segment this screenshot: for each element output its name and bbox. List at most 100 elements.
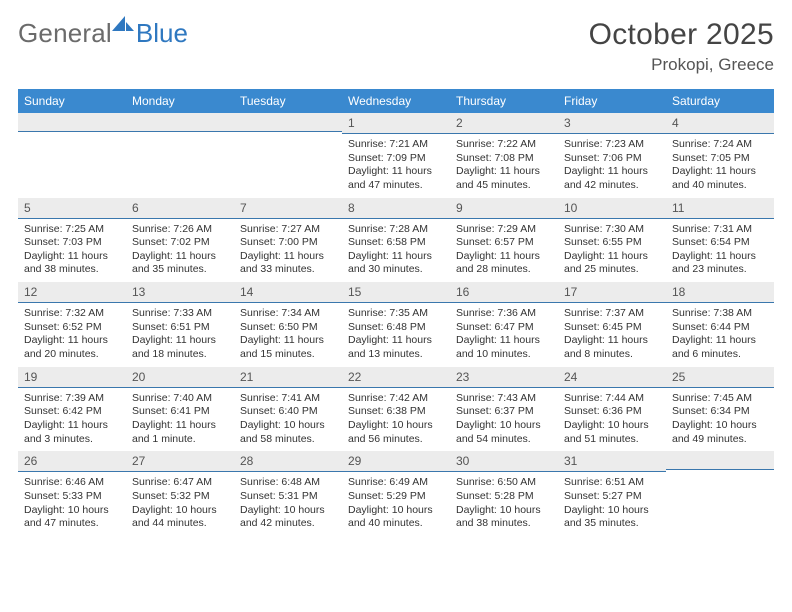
daylight-text: Daylight: 10 hours and 35 minutes. [564, 504, 660, 531]
day-number: 4 [666, 113, 774, 134]
sunset-text: Sunset: 5:29 PM [348, 490, 444, 504]
sunset-text: Sunset: 6:47 PM [456, 321, 552, 335]
calendar-cell: 18Sunrise: 7:38 AMSunset: 6:44 PMDayligh… [666, 282, 774, 367]
calendar-cell: 13Sunrise: 7:33 AMSunset: 6:51 PMDayligh… [126, 282, 234, 367]
calendar-page: General Blue October 2025 Prokopi, Greec… [0, 0, 792, 536]
day-number: 19 [18, 367, 126, 388]
day-number: 31 [558, 451, 666, 472]
sunset-text: Sunset: 6:52 PM [24, 321, 120, 335]
calendar-cell: 31Sunrise: 6:51 AMSunset: 5:27 PMDayligh… [558, 451, 666, 536]
calendar-cell: 6Sunrise: 7:26 AMSunset: 7:02 PMDaylight… [126, 198, 234, 283]
sunrise-text: Sunrise: 6:46 AM [24, 476, 120, 490]
day-details: Sunrise: 7:44 AMSunset: 6:36 PMDaylight:… [558, 388, 666, 452]
day-number: 13 [126, 282, 234, 303]
sunrise-text: Sunrise: 7:30 AM [564, 223, 660, 237]
sunset-text: Sunset: 5:27 PM [564, 490, 660, 504]
calendar-cell: 25Sunrise: 7:45 AMSunset: 6:34 PMDayligh… [666, 367, 774, 452]
day-details: Sunrise: 7:34 AMSunset: 6:50 PMDaylight:… [234, 303, 342, 367]
empty-day-number [126, 113, 234, 132]
calendar-cell: 20Sunrise: 7:40 AMSunset: 6:41 PMDayligh… [126, 367, 234, 452]
sunrise-text: Sunrise: 7:26 AM [132, 223, 228, 237]
calendar-cell: 10Sunrise: 7:30 AMSunset: 6:55 PMDayligh… [558, 198, 666, 283]
calendar-cell: 5Sunrise: 7:25 AMSunset: 7:03 PMDaylight… [18, 198, 126, 283]
sunset-text: Sunset: 6:58 PM [348, 236, 444, 250]
sunrise-text: Sunrise: 6:50 AM [456, 476, 552, 490]
day-details: Sunrise: 6:51 AMSunset: 5:27 PMDaylight:… [558, 472, 666, 536]
sunrise-text: Sunrise: 7:28 AM [348, 223, 444, 237]
day-details: Sunrise: 7:43 AMSunset: 6:37 PMDaylight:… [450, 388, 558, 452]
sunset-text: Sunset: 6:41 PM [132, 405, 228, 419]
day-details: Sunrise: 7:39 AMSunset: 6:42 PMDaylight:… [18, 388, 126, 452]
sunrise-text: Sunrise: 6:49 AM [348, 476, 444, 490]
day-details: Sunrise: 6:49 AMSunset: 5:29 PMDaylight:… [342, 472, 450, 536]
daylight-text: Daylight: 11 hours and 10 minutes. [456, 334, 552, 361]
calendar-cell: 15Sunrise: 7:35 AMSunset: 6:48 PMDayligh… [342, 282, 450, 367]
day-details: Sunrise: 7:45 AMSunset: 6:34 PMDaylight:… [666, 388, 774, 452]
calendar-cell: 2Sunrise: 7:22 AMSunset: 7:08 PMDaylight… [450, 113, 558, 198]
calendar-cell: 21Sunrise: 7:41 AMSunset: 6:40 PMDayligh… [234, 367, 342, 452]
daylight-text: Daylight: 10 hours and 40 minutes. [348, 504, 444, 531]
day-details: Sunrise: 7:28 AMSunset: 6:58 PMDaylight:… [342, 219, 450, 283]
day-number: 24 [558, 367, 666, 388]
sunset-text: Sunset: 7:06 PM [564, 152, 660, 166]
calendar-cell: 24Sunrise: 7:44 AMSunset: 6:36 PMDayligh… [558, 367, 666, 452]
day-number: 18 [666, 282, 774, 303]
sunset-text: Sunset: 6:38 PM [348, 405, 444, 419]
daylight-text: Daylight: 10 hours and 51 minutes. [564, 419, 660, 446]
daylight-text: Daylight: 11 hours and 45 minutes. [456, 165, 552, 192]
daylight-text: Daylight: 11 hours and 40 minutes. [672, 165, 768, 192]
sunrise-text: Sunrise: 7:44 AM [564, 392, 660, 406]
sunset-text: Sunset: 6:34 PM [672, 405, 768, 419]
sunrise-text: Sunrise: 7:42 AM [348, 392, 444, 406]
sunrise-text: Sunrise: 7:23 AM [564, 138, 660, 152]
day-number: 1 [342, 113, 450, 134]
sunrise-text: Sunrise: 6:48 AM [240, 476, 336, 490]
daylight-text: Daylight: 10 hours and 54 minutes. [456, 419, 552, 446]
calendar-week-row: 5Sunrise: 7:25 AMSunset: 7:03 PMDaylight… [18, 198, 774, 283]
day-number: 11 [666, 198, 774, 219]
day-number: 26 [18, 451, 126, 472]
sunset-text: Sunset: 6:42 PM [24, 405, 120, 419]
calendar-week-row: 12Sunrise: 7:32 AMSunset: 6:52 PMDayligh… [18, 282, 774, 367]
day-details: Sunrise: 7:36 AMSunset: 6:47 PMDaylight:… [450, 303, 558, 367]
logo-sail-icon [112, 15, 134, 38]
day-number: 6 [126, 198, 234, 219]
page-header: General Blue October 2025 Prokopi, Greec… [18, 18, 774, 75]
sunrise-text: Sunrise: 7:31 AM [672, 223, 768, 237]
day-details: Sunrise: 6:47 AMSunset: 5:32 PMDaylight:… [126, 472, 234, 536]
daylight-text: Daylight: 11 hours and 3 minutes. [24, 419, 120, 446]
day-details: Sunrise: 7:21 AMSunset: 7:09 PMDaylight:… [342, 134, 450, 198]
calendar-cell [18, 113, 126, 198]
sunrise-text: Sunrise: 7:38 AM [672, 307, 768, 321]
calendar-cell: 27Sunrise: 6:47 AMSunset: 5:32 PMDayligh… [126, 451, 234, 536]
day-number: 15 [342, 282, 450, 303]
day-number: 12 [18, 282, 126, 303]
day-details: Sunrise: 7:41 AMSunset: 6:40 PMDaylight:… [234, 388, 342, 452]
logo-text-general: General [18, 18, 112, 49]
day-details: Sunrise: 7:42 AMSunset: 6:38 PMDaylight:… [342, 388, 450, 452]
calendar-cell [126, 113, 234, 198]
day-details: Sunrise: 7:22 AMSunset: 7:08 PMDaylight:… [450, 134, 558, 198]
calendar-cell: 9Sunrise: 7:29 AMSunset: 6:57 PMDaylight… [450, 198, 558, 283]
day-number: 22 [342, 367, 450, 388]
day-header: Friday [558, 89, 666, 113]
day-number: 10 [558, 198, 666, 219]
daylight-text: Daylight: 10 hours and 49 minutes. [672, 419, 768, 446]
sunset-text: Sunset: 6:36 PM [564, 405, 660, 419]
sunset-text: Sunset: 7:05 PM [672, 152, 768, 166]
day-details: Sunrise: 6:46 AMSunset: 5:33 PMDaylight:… [18, 472, 126, 536]
day-details: Sunrise: 7:25 AMSunset: 7:03 PMDaylight:… [18, 219, 126, 283]
day-details: Sunrise: 7:33 AMSunset: 6:51 PMDaylight:… [126, 303, 234, 367]
sunrise-text: Sunrise: 6:51 AM [564, 476, 660, 490]
sunrise-text: Sunrise: 7:27 AM [240, 223, 336, 237]
day-number: 2 [450, 113, 558, 134]
daylight-text: Daylight: 11 hours and 35 minutes. [132, 250, 228, 277]
day-number: 5 [18, 198, 126, 219]
day-details: Sunrise: 7:38 AMSunset: 6:44 PMDaylight:… [666, 303, 774, 367]
sunrise-text: Sunrise: 7:21 AM [348, 138, 444, 152]
calendar-cell: 14Sunrise: 7:34 AMSunset: 6:50 PMDayligh… [234, 282, 342, 367]
daylight-text: Daylight: 11 hours and 18 minutes. [132, 334, 228, 361]
day-details: Sunrise: 6:48 AMSunset: 5:31 PMDaylight:… [234, 472, 342, 536]
sunrise-text: Sunrise: 7:22 AM [456, 138, 552, 152]
calendar-cell [666, 451, 774, 536]
